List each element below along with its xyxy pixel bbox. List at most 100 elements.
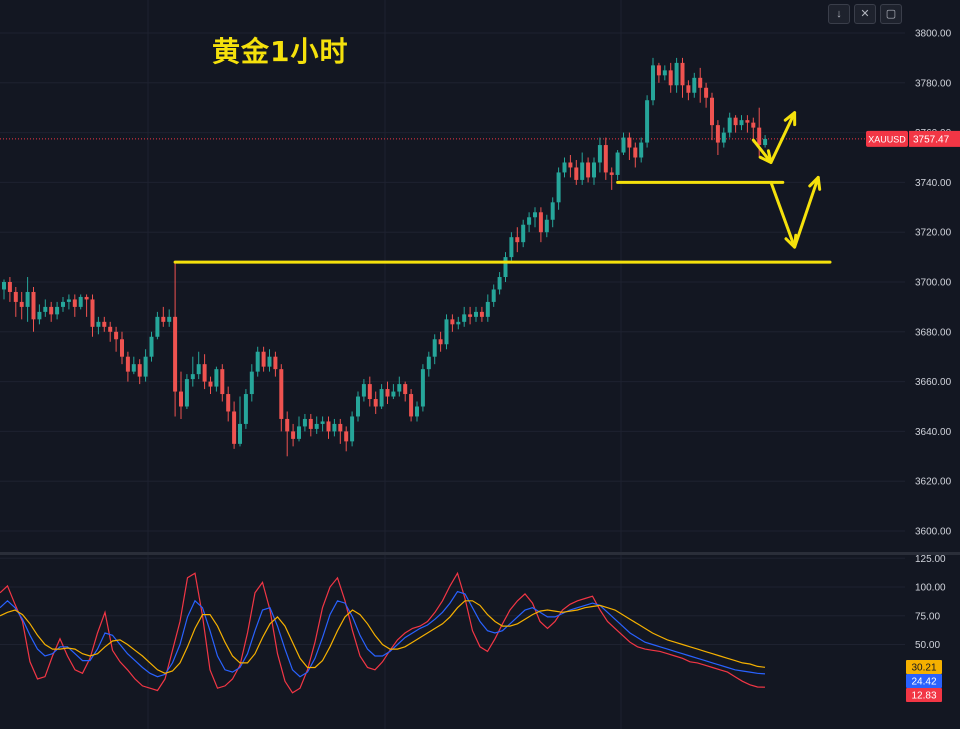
candle-body [538,212,543,233]
candle [2,279,6,300]
candle [633,142,638,168]
last-price-label: 3757.47 [913,134,950,145]
candle-body [19,301,24,307]
candle-body [361,384,366,397]
candle-body [320,421,325,424]
candle-body [167,316,172,322]
candle-body [415,406,419,417]
candle-body [639,142,644,158]
candle [568,155,573,178]
osc-badge-bg [906,660,942,674]
candle-body [462,314,467,322]
candle [78,294,83,310]
candle-body [550,202,555,220]
oscillator-lines [0,571,766,694]
candle [273,351,278,377]
candle [190,356,195,387]
candle-body [291,431,296,439]
candle-body [721,132,726,143]
price-axis: 3800.003780.003760.003740.003720.003700.… [915,29,952,538]
candle [243,389,248,429]
candle-body [66,299,71,302]
candle [497,272,502,295]
candle-body [108,326,113,332]
candle-body [314,423,319,429]
candle-body [2,282,6,290]
candle-body [49,306,54,315]
candle-body [420,369,425,407]
osc-tick-label: 125.00 [915,554,946,565]
osc-badge-label: 24.42 [911,677,936,688]
candle-body [356,396,360,417]
candle [651,57,655,106]
candle-body [78,296,83,307]
candle [603,137,608,180]
candle-body [261,351,266,367]
fullscreen-icon[interactable]: ▢ [880,4,902,24]
candle-body [161,316,166,322]
candle-body [114,331,119,340]
candle [710,92,714,141]
candle-body [202,364,207,382]
candle [580,152,585,185]
candle [84,294,89,317]
candle [326,416,331,439]
candle [415,401,419,422]
candle [739,115,744,131]
osc-tick-label: 50.00 [915,640,940,651]
candle-body [350,416,355,442]
candle-body [727,117,732,133]
candle-body [302,418,307,427]
candle [137,359,142,385]
candle [255,346,260,377]
candle-body [173,316,178,392]
candle-body [285,418,290,432]
candle [645,95,650,148]
candle-body [208,381,213,387]
candle-body [273,356,278,370]
candle-body [43,306,48,312]
candle-body [84,296,89,300]
candle-body [680,62,685,86]
symbol-badge [866,130,908,147]
candle-body [249,371,254,395]
candle-body [25,291,30,307]
candle [125,351,130,382]
candle [66,294,71,310]
osc-badge-k: 24.42 [906,674,942,688]
candle [202,354,207,390]
candle [621,132,626,156]
candle-body [533,212,537,218]
candle [344,426,349,452]
candle [674,57,679,93]
osc-line-k [0,590,766,678]
price-tick-label: 3700.00 [915,278,952,289]
collapse-icon[interactable]: ✕ [854,4,876,24]
candle [385,381,390,405]
scroll-down-icon[interactable]: ↓ [828,4,850,24]
candle-body [615,152,620,175]
candle [155,311,160,340]
price-tick-label: 3660.00 [915,377,952,388]
annotations [173,111,832,264]
candle [149,331,154,362]
candle-body [102,321,107,327]
osc-badge-d: 30.21 [906,660,942,674]
price-tick-label: 3620.00 [915,477,952,488]
candle [291,423,296,447]
candle-body [143,356,148,377]
candle [721,127,726,148]
candle-body [7,282,12,292]
candle-body [556,172,561,203]
candle-body [468,314,473,317]
candle-body [704,87,709,98]
candle [285,411,290,457]
candle-body [745,120,750,123]
candle [527,212,532,233]
candle-body [344,431,349,442]
symbol-label: XAUUSD [868,134,906,144]
candle-body [125,356,130,372]
candle-body [692,77,697,93]
candle [179,371,183,419]
candle [751,117,756,143]
